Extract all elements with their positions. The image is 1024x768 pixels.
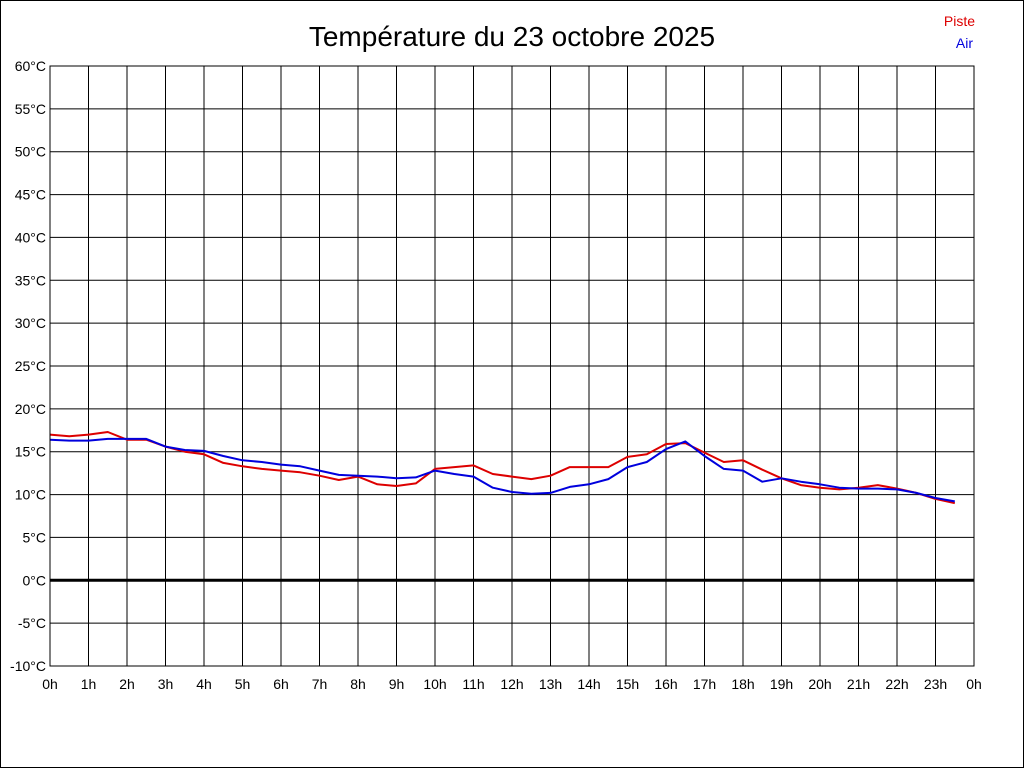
x-tick-label: 17h: [693, 676, 716, 692]
y-tick-label: 35°C: [15, 272, 46, 288]
y-tick-label: 55°C: [15, 101, 46, 117]
y-tick-label: 20°C: [15, 401, 46, 417]
plot-border: [49, 65, 975, 667]
y-tick-label: 0°C: [23, 572, 47, 588]
x-tick-label: 22h: [885, 676, 908, 692]
x-tick-label: 9h: [389, 676, 405, 692]
series-layer: [49, 431, 956, 505]
series-line-air: [49, 437, 955, 503]
x-tick-label: 15h: [616, 676, 639, 692]
y-tick-label: 15°C: [15, 444, 46, 460]
x-tick-label: 23h: [924, 676, 947, 692]
x-tick-label: 5h: [235, 676, 251, 692]
grid: [49, 65, 975, 667]
x-tick-label: 8h: [350, 676, 366, 692]
x-tick-label: 4h: [196, 676, 212, 692]
x-tick-label: 16h: [654, 676, 677, 692]
y-tick-label: -10°C: [10, 658, 46, 674]
x-tick-label: 11h: [462, 676, 484, 692]
x-tick-label: 6h: [273, 676, 289, 692]
x-tick-label: 0h: [42, 676, 58, 692]
legend-piste: Piste: [944, 13, 975, 29]
chart-title: Température du 23 octobre 2025: [309, 21, 715, 52]
x-tick-label: 12h: [500, 676, 523, 692]
x-tick-label: 18h: [731, 676, 754, 692]
series-line-piste: [49, 431, 956, 505]
y-tick-label: 45°C: [15, 187, 46, 203]
x-tick-label: 0h: [966, 676, 982, 692]
x-tick-label: 7h: [312, 676, 328, 692]
y-tick-label: -5°C: [18, 615, 46, 631]
x-tick-label: 14h: [577, 676, 600, 692]
y-tick-label: 60°C: [15, 58, 46, 74]
y-axis-ticks: 60°C 55°C 50°C 45°C 40°C 35°C 30°C 25°C 20°C 15°C…: [10, 58, 46, 674]
x-tick-label: 10h: [423, 676, 446, 692]
x-tick-label: 20h: [808, 676, 831, 692]
x-tick-label: 21h: [847, 676, 870, 692]
x-tick-label: 2h: [119, 676, 135, 692]
y-tick-label: 40°C: [15, 229, 46, 245]
y-tick-label: 50°C: [15, 144, 46, 160]
x-tick-label: 1h: [81, 676, 97, 692]
y-tick-label: 30°C: [15, 315, 46, 331]
x-tick-label: 3h: [158, 676, 174, 692]
y-tick-label: 25°C: [15, 358, 46, 374]
x-axis-ticks: 0h 1h 2h 3h 4h 5h 6h 7h 8h 9h 10h 11h 12h 13h 14h 15h 16…: [42, 676, 982, 692]
legend-air: Air: [956, 35, 973, 51]
y-tick-label: 5°C: [23, 529, 47, 545]
y-tick-label: 10°C: [15, 487, 46, 503]
x-tick-label: 19h: [770, 676, 793, 692]
x-tick-label: 13h: [539, 676, 562, 692]
